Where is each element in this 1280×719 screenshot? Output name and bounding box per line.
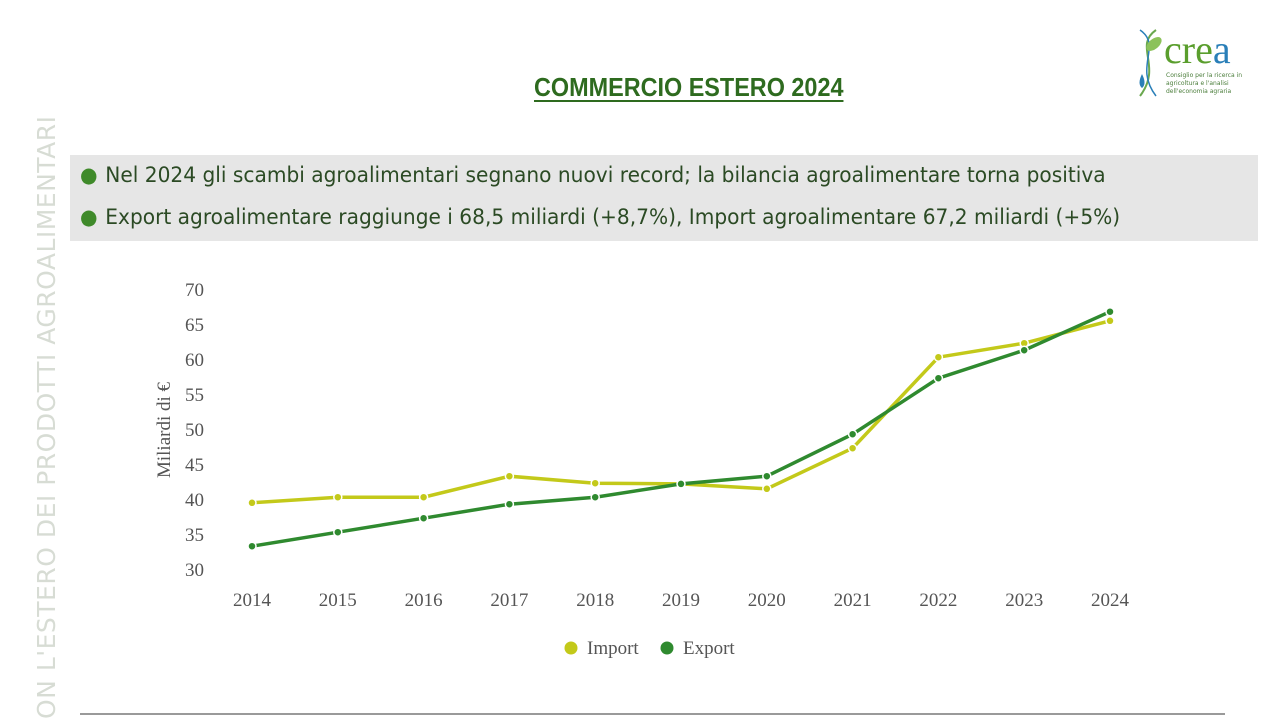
data-point-export [418,513,429,523]
data-point-import [590,478,600,488]
y-tick-label: 65 [185,315,204,336]
data-point-import [1105,316,1115,326]
series-line-import [251,319,1111,505]
data-point-import [847,443,858,453]
x-tick-label: 2022 [919,590,957,611]
data-point-import [504,471,515,481]
data-point-export [247,541,257,551]
y-tick-label: 55 [185,385,204,406]
bullet-text: Nel 2024 gli scambi agroalimentari segna… [105,163,1106,187]
series-line-export [251,310,1111,548]
data-point-export [1019,345,1029,355]
y-tick-label: 35 [185,525,204,546]
data-point-import [247,498,257,508]
logo-wordmark: crea [1164,27,1231,72]
data-point-export [333,527,343,537]
summary-box: ● Nel 2024 gli scambi agroalimentari segn… [70,155,1258,241]
y-tick-label: 40 [185,490,204,511]
bullet-item: ● Nel 2024 gli scambi agroalimentari segn… [80,163,1106,187]
data-point-import [762,484,772,494]
legend-marker-import [564,641,578,655]
x-tick-label: 2024 [1091,590,1130,611]
page-title: COMMERCIO ESTERO 2024 [534,72,844,102]
x-tick-label: 2016 [405,590,443,611]
data-point-export [504,499,515,509]
crea-logo: crea Consiglio per la ricerca in agricol… [1128,26,1268,102]
data-point-import [333,492,343,502]
legend-marker-export [660,641,674,655]
x-tick-label: 2020 [748,590,786,611]
y-tick-label: 45 [185,455,204,476]
x-tick-label: 2015 [319,590,357,611]
x-tick-label: 2021 [834,590,872,611]
data-point-export [933,373,944,383]
data-point-export [847,429,858,439]
data-point-import [418,492,429,502]
data-point-export [1105,306,1115,317]
data-point-export [590,492,600,502]
y-tick-label: 30 [185,560,204,581]
bullet-item: ● Export agroalimentare raggiunge i 68,5 … [80,205,1121,229]
x-tick-label: 2017 [490,590,528,611]
y-tick-label: 60 [185,350,204,371]
x-tick-label: 2014 [233,590,272,611]
x-tick-label: 2019 [662,590,700,611]
divider [80,713,1225,715]
x-tick-label: 2018 [576,590,614,611]
y-tick-label: 70 [185,280,204,301]
data-point-export [676,479,686,489]
dna-leaf-icon [1139,29,1162,97]
y-tick-label: 50 [185,420,204,441]
bullet-text: Export agroalimentare raggiunge i 68,5 m… [105,205,1121,229]
x-tick-label: 2023 [1005,590,1043,611]
data-point-export [762,471,772,481]
legend-label-export: Export [683,638,735,659]
y-axis-label: Miliardi di € [154,381,175,478]
legend-label-import: Import [587,638,639,659]
data-point-import [933,352,944,362]
logo-subtitle: Consiglio per la ricerca in agricoltura … [1166,72,1243,95]
